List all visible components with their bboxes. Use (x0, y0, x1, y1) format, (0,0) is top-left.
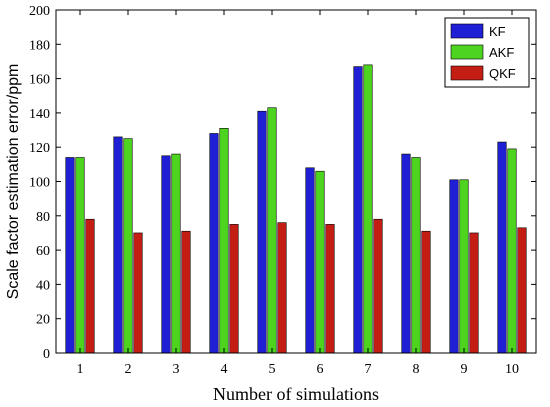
bar-qkf-1 (85, 218, 95, 354)
legend-swatch-kf (450, 23, 484, 39)
bar-akf-9 (459, 179, 469, 354)
x-axis: 1 2 3 4 5 6 7 8 9 10 (77, 10, 519, 377)
bar-akf-6 (315, 170, 325, 354)
x-axis-title: Number of simulations (213, 384, 379, 404)
legend-label-kf: KF (489, 24, 506, 39)
y-axis-title: Scale factor estimation error/ppm (5, 64, 22, 300)
legend-label-qkf: QKF (489, 66, 516, 81)
bar-kf-4 (209, 133, 219, 354)
bar-kf-9 (449, 179, 459, 354)
bar-akf-5 (267, 107, 277, 354)
x-tick-label: 10 (505, 362, 519, 377)
bar-qkf-5 (277, 222, 287, 354)
y-tick-label: 100 (29, 176, 50, 191)
bar-qkf-4 (229, 224, 239, 354)
bar-kf-7 (353, 66, 363, 354)
y-axis: 0 20 40 60 80 100 120 140 160 180 200 (29, 4, 536, 362)
x-tick-label: 9 (461, 362, 468, 377)
x-tick-label: 8 (413, 362, 420, 377)
bar-kf-10 (497, 141, 507, 354)
bars-layer (65, 64, 527, 354)
bar-kf-8 (401, 153, 411, 354)
legend-swatch-akf (450, 44, 484, 60)
legend-swatch-qkf (450, 65, 484, 81)
x-tick-label: 6 (317, 362, 324, 377)
bar-akf-1 (75, 157, 85, 354)
bar-akf-8 (411, 157, 421, 354)
y-tick-label: 140 (29, 107, 50, 122)
bar-akf-7 (363, 64, 373, 354)
y-tick-label: 60 (36, 244, 50, 259)
y-tick-label: 20 (36, 313, 50, 328)
bar-akf-10 (507, 148, 517, 354)
bar-kf-1 (65, 157, 75, 354)
legend: KF AKF QKF (444, 17, 530, 88)
y-tick-label: 180 (29, 38, 50, 53)
bar-kf-2 (113, 136, 123, 354)
bar-kf-5 (257, 110, 267, 354)
bar-kf-6 (305, 167, 315, 354)
x-tick-label: 7 (365, 362, 372, 377)
bar-akf-4 (219, 128, 229, 354)
x-tick-label: 3 (173, 362, 180, 377)
bar-qkf-2 (133, 232, 143, 354)
legend-label-akf: AKF (489, 45, 514, 60)
x-tick-label: 5 (269, 362, 276, 377)
y-tick-label: 0 (43, 347, 50, 362)
y-tick-label: 160 (29, 73, 50, 88)
x-tick-label: 4 (221, 362, 228, 377)
x-tick-label: 1 (77, 362, 84, 377)
bar-qkf-10 (517, 227, 527, 354)
bar-kf-3 (161, 155, 171, 354)
y-tick-label: 80 (36, 210, 50, 225)
y-tick-label: 200 (29, 4, 50, 19)
y-tick-label: 120 (29, 141, 50, 156)
y-tick-label: 40 (36, 278, 50, 293)
bar-qkf-6 (325, 224, 335, 354)
bar-akf-3 (171, 153, 181, 354)
bar-akf-2 (123, 138, 133, 354)
bar-qkf-3 (181, 230, 191, 354)
bar-qkf-9 (469, 232, 479, 354)
bar-qkf-7 (373, 218, 383, 354)
bar-qkf-8 (421, 230, 431, 354)
x-tick-label: 2 (125, 362, 132, 377)
